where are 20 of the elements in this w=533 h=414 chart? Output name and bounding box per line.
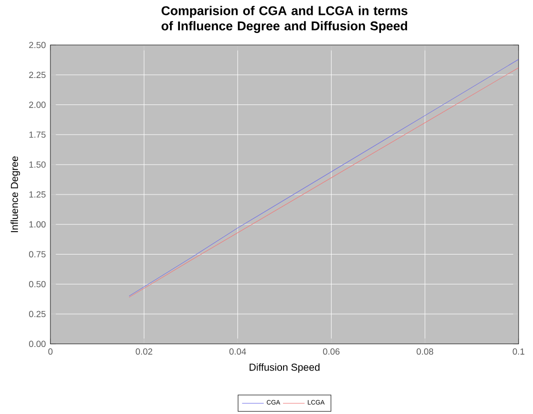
y-tick-label: 0.25: [29, 310, 46, 318]
x-tick-label: 0.08: [416, 348, 434, 355]
y-tick-label: 2.00: [29, 102, 46, 108]
x-axis-title: Diffusion Speed: [250, 363, 320, 373]
y-axis-title: Influence Degree: [10, 156, 20, 232]
y-tick-label: 1.75: [29, 132, 46, 138]
y-tick-label: 1.00: [29, 221, 46, 228]
y-tick-label: 2.50: [29, 42, 46, 48]
x-tick-label: 0.04: [229, 348, 246, 355]
y-tick-label: 0.75: [29, 251, 46, 258]
chart-title: Comparision of CGA and LCGA in terms of Influence Degree and Diffusion Speed: [162, 6, 408, 33]
y-tick-label: 0.00: [29, 340, 46, 347]
y-tick-label: 2.25: [29, 72, 46, 78]
y-tick-label: 1.50: [29, 161, 46, 168]
x-tick-label: 0.02: [136, 348, 152, 355]
x-tick-label: 0.06: [323, 348, 340, 355]
y-tick-label: 1.25: [29, 191, 46, 198]
y-tick-label: 0.50: [29, 280, 46, 288]
x-tick-label: 0.1: [512, 348, 524, 355]
x-tick-label: 0: [48, 348, 53, 355]
